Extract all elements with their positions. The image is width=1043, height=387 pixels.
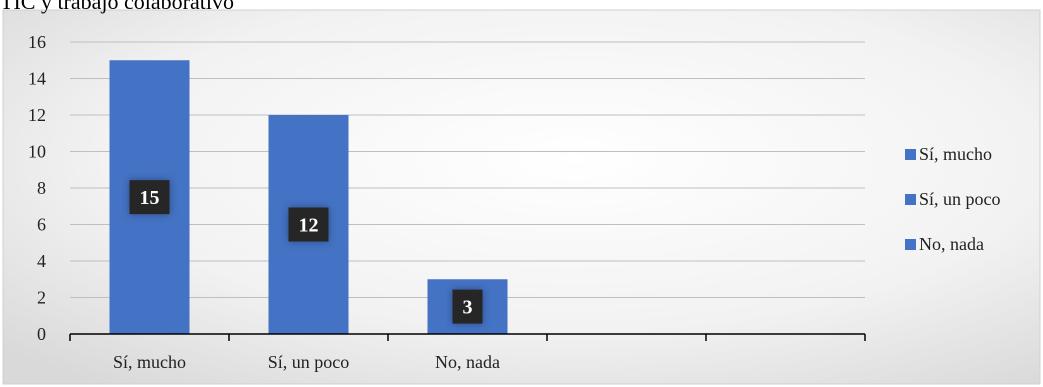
x-axis-labels: Sí, mucho Sí, un poco No, nada xyxy=(113,352,500,372)
legend-marker xyxy=(905,149,916,160)
y-tick-label: 4 xyxy=(37,251,46,271)
y-tick-label: 2 xyxy=(37,288,46,308)
data-label-box xyxy=(129,180,170,215)
y-tick-label: 6 xyxy=(37,215,46,235)
y-tick-label: 16 xyxy=(28,32,46,52)
legend-item: No, nada xyxy=(905,234,984,254)
legend-label: Sí, mucho xyxy=(919,144,992,164)
legend: Sí, mucho Sí, un poco No, nada xyxy=(905,144,1001,254)
data-labels: 15 12 3 xyxy=(129,180,483,324)
data-label-box xyxy=(288,207,329,242)
data-label: 12 xyxy=(288,207,329,242)
y-tick-label: 10 xyxy=(28,142,46,162)
y-tick-label: 0 xyxy=(37,324,46,344)
legend-marker xyxy=(905,194,916,205)
legend-label: Sí, un poco xyxy=(919,189,1001,209)
legend-marker xyxy=(905,239,916,250)
y-tick-label: 12 xyxy=(28,105,46,125)
legend-item: Sí, mucho xyxy=(905,144,992,164)
x-axis xyxy=(69,333,866,341)
y-tick-label: 14 xyxy=(28,69,46,89)
data-label-text: 12 xyxy=(299,215,319,237)
data-label-text: 15 xyxy=(140,187,160,209)
y-axis-ticks: 0 2 4 6 8 10 12 14 16 xyxy=(28,32,46,344)
data-label-text: 3 xyxy=(463,297,473,319)
x-tick-label: Sí, mucho xyxy=(113,352,186,372)
legend-item: Sí, un poco xyxy=(905,189,1001,209)
chart-title: TIC y trabajo colaborativo xyxy=(0,0,234,14)
legend-label: No, nada xyxy=(919,234,984,254)
data-label-box xyxy=(452,289,483,324)
data-label: 3 xyxy=(452,289,483,324)
x-tick-label: Sí, un poco xyxy=(268,352,350,372)
y-tick-label: 8 xyxy=(37,178,46,198)
data-label: 15 xyxy=(129,180,170,215)
x-tick-label: No, nada xyxy=(435,352,500,372)
gridlines xyxy=(70,41,865,298)
bars xyxy=(109,60,508,334)
